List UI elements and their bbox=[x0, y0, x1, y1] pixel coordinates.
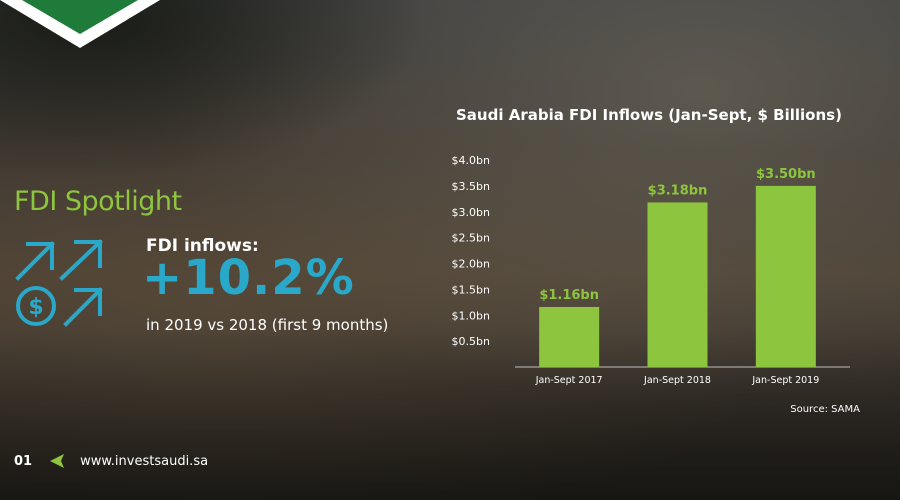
y-tick-label: $3.0bn bbox=[452, 206, 490, 219]
bar bbox=[647, 202, 708, 367]
footer: 01 www.investsaudi.sa bbox=[14, 452, 208, 470]
bar bbox=[755, 185, 816, 367]
chart-source: Source: SAMA bbox=[790, 404, 860, 415]
y-tick-label: $3.5bn bbox=[452, 180, 490, 193]
y-tick-label: $4.0bn bbox=[452, 154, 490, 167]
fdi-bar-chart: $0.5bn $1.0bn $1.5bn $2.0bn $2.5bn $3.0bn $3.5… bbox=[452, 154, 850, 386]
investment-arrows-icon: $ bbox=[15, 239, 103, 327]
chart-title: Saudi Arabia FDI Inflows (Jan-Sept, $ Bi… bbox=[456, 106, 842, 124]
y-tick-label: $0.5bn bbox=[452, 335, 490, 348]
page-number: 01 bbox=[14, 453, 33, 469]
x-tick-label: Jan-Sept 2018 bbox=[643, 375, 711, 386]
bar bbox=[539, 306, 600, 367]
bar-data-label: $1.16bn bbox=[539, 288, 599, 303]
website-link[interactable]: www.investsaudi.sa bbox=[80, 453, 209, 469]
back-arrow-icon[interactable] bbox=[48, 452, 66, 470]
ground-shade bbox=[0, 330, 900, 500]
svg-text:$: $ bbox=[28, 295, 43, 320]
fdi-growth-value: +10.2% bbox=[142, 250, 355, 306]
bar-data-label: $3.50bn bbox=[756, 167, 816, 182]
bar-data-label: $3.18bn bbox=[648, 183, 708, 198]
fdi-inflows-label: FDI inflows: bbox=[146, 236, 259, 256]
x-tick-label: Jan-Sept 2017 bbox=[535, 375, 603, 386]
y-tick-label: $2.0bn bbox=[452, 258, 490, 271]
y-tick-label: $2.5bn bbox=[452, 232, 490, 245]
y-tick-label: $1.0bn bbox=[452, 309, 490, 322]
x-tick-label: Jan-Sept 2019 bbox=[751, 375, 819, 386]
logo-badge-icon bbox=[0, 0, 160, 48]
fdi-comparison-note: in 2019 vs 2018 (first 9 months) bbox=[146, 316, 389, 334]
y-tick-label: $1.5bn bbox=[452, 283, 490, 296]
section-title: FDI Spotlight bbox=[14, 186, 182, 217]
